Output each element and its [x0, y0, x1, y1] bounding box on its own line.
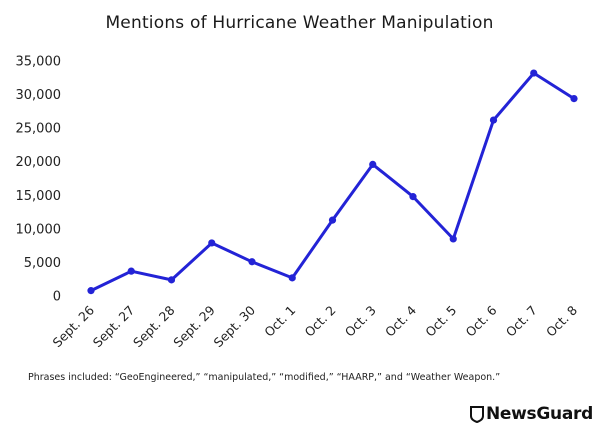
y-tick-label: 10,000	[16, 222, 62, 237]
data-point	[328, 216, 337, 224]
brand-name: NewsGuard	[486, 404, 593, 424]
y-tick-label: 15,000	[16, 189, 62, 204]
x-tick-label: Oct. 4	[382, 302, 419, 339]
newsguard-shield-icon	[470, 405, 484, 423]
y-tick-label: 5,000	[24, 256, 61, 271]
data-point	[127, 267, 135, 275]
series-line	[89, 71, 576, 293]
data-point	[489, 116, 498, 124]
y-tick-label: 35,000	[16, 55, 62, 70]
x-tick-label: Sept. 29	[170, 302, 218, 350]
data-point	[369, 160, 377, 168]
x-tick-label: Oct. 6	[462, 302, 499, 339]
x-tick-label: Sept. 26	[50, 302, 98, 350]
x-tick-label: Oct. 7	[503, 303, 540, 340]
y-tick-label: 0	[53, 290, 61, 305]
y-tick-label: 25,000	[16, 122, 62, 137]
brand-logo: NewsGuard	[470, 404, 593, 424]
x-tick-label: Oct. 8	[543, 302, 580, 339]
data-point	[87, 287, 95, 295]
x-tick-label: Oct. 1	[261, 303, 298, 340]
x-tick-label: Oct. 5	[422, 303, 459, 340]
x-tick-label: Oct. 2	[301, 303, 338, 340]
footnote: Phrases included: “GeoEngineered,” “mani…	[28, 372, 501, 383]
plot-area	[87, 69, 578, 295]
x-tick-label: Sept. 27	[90, 303, 138, 351]
data-point	[530, 69, 538, 77]
y-tick-label: 30,000	[16, 88, 62, 103]
data-point	[570, 95, 578, 103]
y-axis: 0 5,000 10,000 15,000 20,000 25,000 30,000 35,0…	[16, 55, 62, 305]
x-tick-label: Sept. 30	[211, 302, 259, 350]
data-point	[288, 274, 296, 282]
data-point	[409, 193, 417, 201]
chart-title: Mentions of Hurricane Weather Manipulati…	[105, 13, 494, 33]
x-tick-label: Sept. 28	[130, 302, 178, 350]
y-tick-label: 20,000	[16, 155, 62, 170]
data-point	[248, 258, 256, 266]
data-point	[449, 235, 457, 243]
x-tick-label: Oct. 3	[342, 303, 379, 340]
data-point	[208, 239, 216, 247]
data-point	[167, 276, 176, 284]
